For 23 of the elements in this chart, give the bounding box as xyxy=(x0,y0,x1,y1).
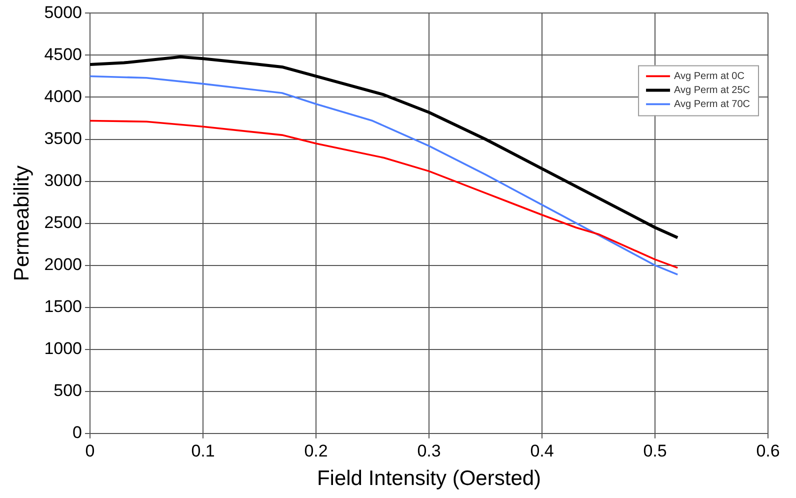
legend-label: Avg Perm at 0C xyxy=(674,70,744,82)
x-axis-title: Field Intensity (Oersted) xyxy=(316,467,542,490)
x-tick-label: 0.3 xyxy=(417,441,441,460)
x-tick-label: 0.6 xyxy=(756,441,780,460)
y-tick-label: 3500 xyxy=(44,128,82,148)
legend-label: Avg Perm at 70C xyxy=(674,98,750,110)
y-axis-title: Permeability xyxy=(10,165,34,282)
x-tick-label: 0 xyxy=(85,441,95,460)
y-tick-label: 1500 xyxy=(44,297,82,316)
x-tick-label: 0.1 xyxy=(191,441,215,460)
y-tick-label: 2500 xyxy=(44,212,82,232)
y-tick-label: 500 xyxy=(54,381,82,400)
y-tick-label: 2000 xyxy=(44,255,82,274)
y-tick-label: 0 xyxy=(72,423,82,442)
y-tick-label: 5000 xyxy=(44,2,82,22)
x-tick-label: 0.2 xyxy=(304,441,328,460)
x-tick-label: 0.4 xyxy=(530,441,554,460)
y-tick-label: 4000 xyxy=(44,86,82,106)
y-tick-label: 4500 xyxy=(44,44,82,64)
x-tick-label: 0.5 xyxy=(643,441,667,460)
y-tick-label: 3000 xyxy=(44,170,82,190)
y-tick-label: 1000 xyxy=(44,339,82,358)
legend-label: Avg Perm at 25C xyxy=(674,84,750,96)
